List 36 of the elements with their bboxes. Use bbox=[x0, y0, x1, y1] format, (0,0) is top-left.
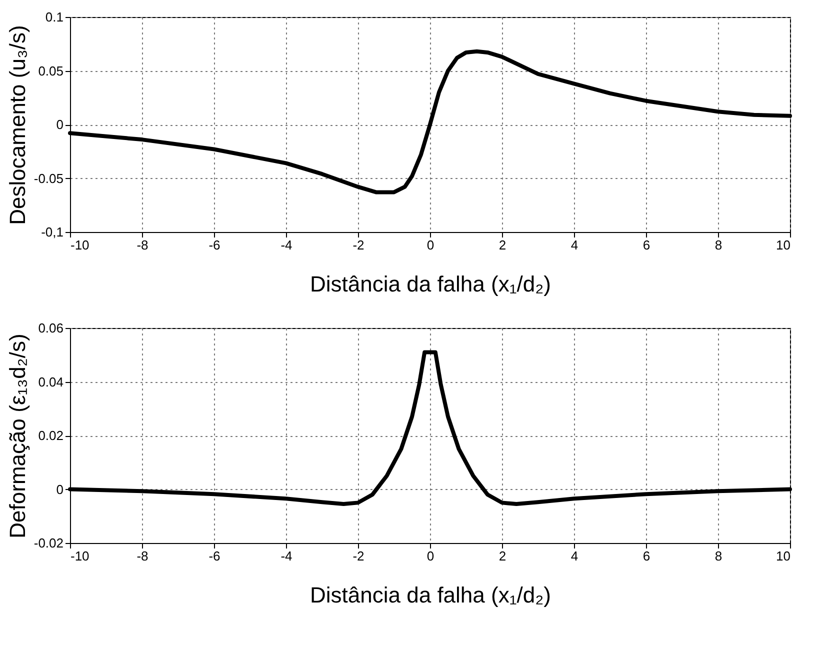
y-tick-label: -0,1 bbox=[41, 224, 64, 240]
x-tick-label: 0 bbox=[426, 238, 434, 252]
y-tick-label: -0.05 bbox=[34, 170, 64, 186]
x-tick-label: 2 bbox=[498, 548, 506, 564]
y-tick-label: 0 bbox=[56, 482, 64, 497]
y-tick-label: 0.06 bbox=[38, 320, 64, 336]
y-tick-label: 0.02 bbox=[38, 428, 64, 443]
y-tick-label: 0.1 bbox=[45, 10, 64, 24]
y-tick-label: 0.05 bbox=[38, 63, 64, 78]
x-tick-label: 4 bbox=[570, 548, 578, 564]
x-tick-label: -6 bbox=[208, 548, 220, 564]
x-tick-label: 4 bbox=[570, 238, 578, 252]
y-tick-label: -0.02 bbox=[34, 536, 64, 550]
y-axis-title: Deformação (ε₁₃d₂/s) bbox=[4, 334, 30, 538]
x-tick-label: 6 bbox=[642, 548, 650, 564]
y-axis-title: Deslocamento (u₃/s) bbox=[4, 25, 30, 225]
x-tick-label: 6 bbox=[642, 238, 650, 252]
x-tick-label: 2 bbox=[498, 238, 506, 252]
x-tick-label: 8 bbox=[714, 548, 722, 564]
x-tick-label: -4 bbox=[280, 238, 292, 252]
x-tick-label: -6 bbox=[208, 238, 220, 252]
x-tick-label: -4 bbox=[280, 548, 292, 564]
x-tick-label: -2 bbox=[352, 548, 364, 564]
x-axis-title: Distância da falha (x₁/d₂) bbox=[310, 582, 551, 608]
x-tick-label: -10 bbox=[70, 238, 90, 252]
y-tick-label: 0 bbox=[56, 117, 64, 132]
x-tick-label: -8 bbox=[136, 548, 148, 564]
x-tick-label: -8 bbox=[136, 238, 148, 252]
x-tick-label: -10 bbox=[70, 548, 90, 564]
x-tick-label: 10 bbox=[776, 548, 790, 564]
x-tick-label: 0 bbox=[426, 548, 434, 564]
x-tick-label: 10 bbox=[776, 238, 790, 252]
x-tick-label: 8 bbox=[714, 238, 722, 252]
x-tick-label: -2 bbox=[352, 238, 364, 252]
y-tick-label: 0.04 bbox=[38, 374, 64, 390]
x-axis-title: Distância da falha (x₁/d₂) bbox=[310, 272, 551, 296]
